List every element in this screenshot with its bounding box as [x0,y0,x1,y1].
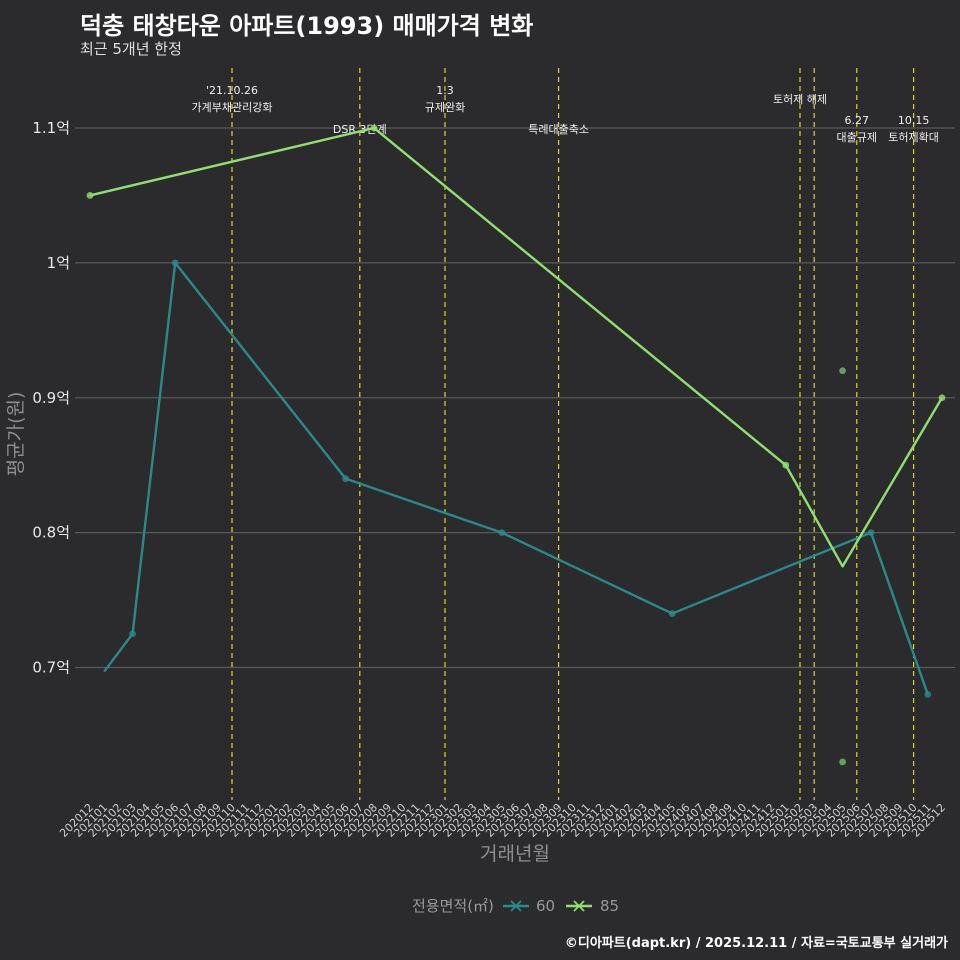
y-axis: 0.7억 0.8억 0.9억 1억 1.1억 [32,119,70,677]
x-axis-title: 거래년월 [480,843,550,865]
data-point-60-202405 [668,610,676,617]
y-tick-label: 1.1억 [32,119,70,137]
data-point-60-202103 [129,630,137,638]
data-point-85-202208 [370,124,378,132]
y-tick-label: 1억 [47,254,70,272]
event-annotation: 10.15 [898,114,930,127]
legend: 전용면적(㎡) 60 85 [412,897,619,915]
event-annotation: 1.3 [436,84,454,97]
y-tick-label: 0.9억 [32,389,70,407]
legend-title: 전용면적(㎡) [412,897,494,915]
event-annotation: 토허제확대 [888,131,939,144]
data-point-60-202305 [498,529,506,537]
legend-item-60[interactable]: 60 [503,897,555,915]
event-annotation: 대출규제 [837,131,877,144]
gridlines [75,127,955,669]
data-point-60-202206 [342,475,349,483]
legend-label-60: 60 [536,897,555,915]
event-annotation: DSR 3단계 [333,123,387,136]
data-point-60-202507 [867,529,875,537]
legend-swatch-85-cross-b [573,900,585,912]
data-point-85-202505-extra [839,758,846,766]
event-annotation: 특례대출축소 [528,123,589,136]
event-annotation: 규제완화 [425,101,465,114]
data-point-85-202505-extra [839,367,846,375]
y-tick-label: 0.8억 [32,524,70,542]
data-point-85-202512 [938,394,946,402]
y-tick-label: 0.7억 [32,659,70,677]
data-point-60-202511 [924,691,932,698]
series-lines [86,124,946,766]
legend-label-85: 85 [600,897,619,915]
x-axis: 2020122021012021022021032021042021052021… [57,801,948,840]
chart-subtitle: 최근 5개년 한정 [80,40,182,58]
data-point-85-202012 [86,192,94,199]
y-axis-title: 평균가(원) [5,392,27,477]
series-line-60 [103,261,929,695]
legend-swatch-60-cross-b [510,900,522,912]
event-annotation: 가계부채관리강화 [192,101,273,114]
data-point-60-202106 [171,259,179,267]
chart-title: 덕충 태창타운 아파트(1993) 매매가격 변화 [80,12,534,40]
event-annotation: 토허제 해제 [773,92,827,106]
source-caption: ©디아파트(dapt.kr) / 2025.12.11 / 자료=국토교통부 실… [564,936,948,951]
event-annotation: '21.10.26 [206,84,258,97]
legend-item-85[interactable]: 85 [566,897,619,915]
event-annotation: 6.27 [845,114,870,127]
data-point-85-202501 [782,461,790,469]
